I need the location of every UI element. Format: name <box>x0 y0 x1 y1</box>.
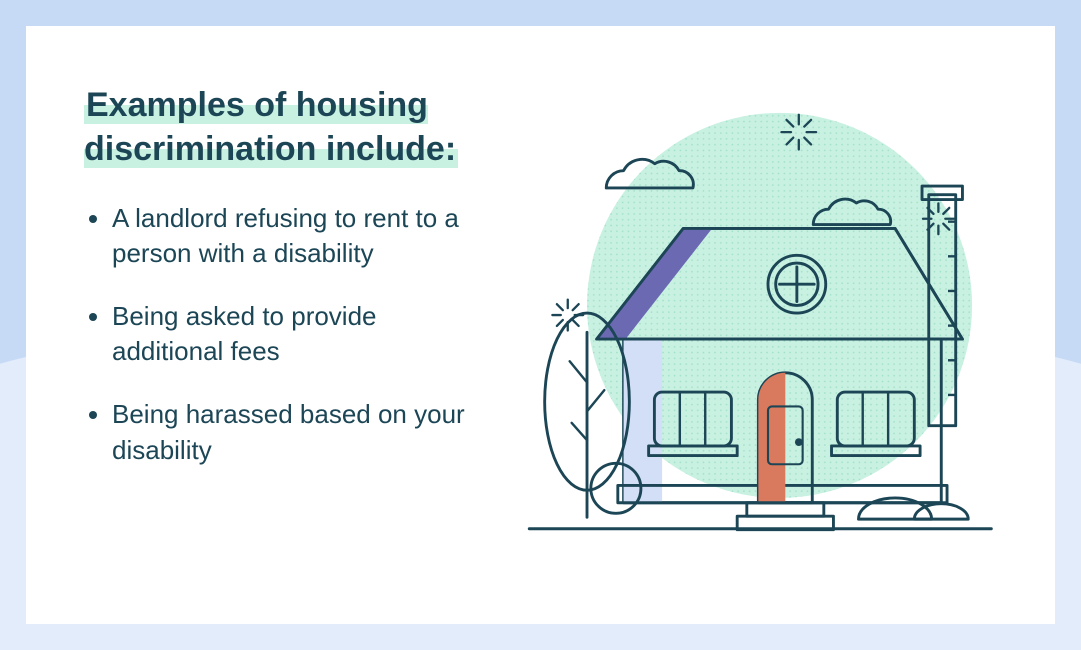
bullet-list: A landlord refusing to rent to a person … <box>84 201 494 468</box>
heading: Examples of housing discrimination inclu… <box>84 84 494 171</box>
list-item: Being asked to provide additional fees <box>112 299 494 369</box>
illustration-column <box>510 84 1011 576</box>
content-card: Examples of housing discrimination inclu… <box>26 26 1055 624</box>
list-item: Being harassed based on your disability <box>112 397 494 467</box>
heading-highlight: Examples of housing discrimination inclu… <box>84 86 458 168</box>
house-illustration <box>510 84 1011 565</box>
outer-frame: Examples of housing discrimination inclu… <box>0 0 1081 650</box>
list-item: A landlord refusing to rent to a person … <box>112 201 494 271</box>
text-column: Examples of housing discrimination inclu… <box>84 84 510 576</box>
